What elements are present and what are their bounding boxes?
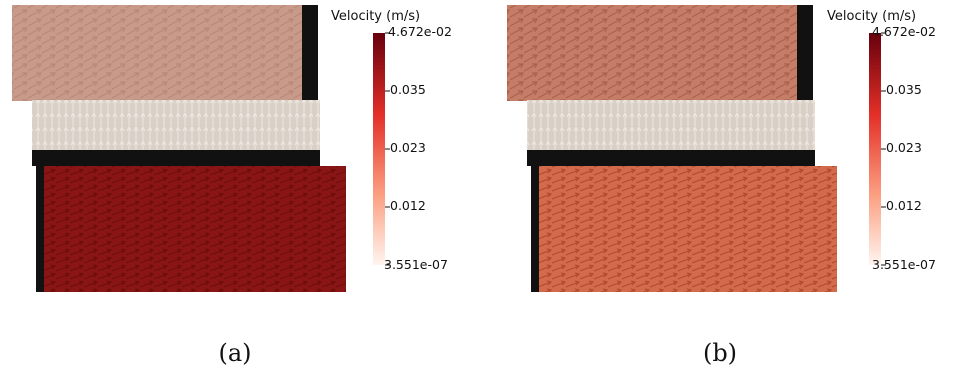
colorbar-ticks	[881, 32, 886, 266]
subfigure-label-b: (b)	[702, 339, 738, 367]
colorbar-tick-min: 3.551e-07	[872, 257, 936, 272]
subfigure-label-a: (a)	[218, 339, 252, 367]
lower-arrow-pattern	[531, 166, 837, 292]
colorbar-tick: 0.023	[390, 140, 426, 155]
panel-a: Velocity (m/s) 4.672e-02 0.035 0.023 0.0…	[12, 5, 452, 367]
upper-arrow-pattern	[507, 5, 813, 101]
colorbar-tick: 0.012	[390, 198, 426, 213]
lower-flow-region	[36, 166, 346, 292]
colorbar	[373, 33, 385, 265]
colorbar-title: Velocity (m/s)	[827, 9, 917, 24]
colorbar-tick: 0.023	[886, 140, 922, 155]
lower-flow-region	[531, 166, 837, 292]
middle-shear-band	[32, 100, 320, 166]
middle-dark-strip	[527, 150, 815, 166]
colorbar-tick: 0.035	[886, 82, 922, 97]
colorbar-ticks	[385, 32, 390, 266]
colorbar-tick-max: 4.672e-02	[388, 24, 452, 39]
middle-shear-band	[527, 100, 815, 166]
lower-dark-edge	[531, 166, 539, 292]
colorbar-tick-min: 3.551e-07	[384, 257, 448, 272]
upper-arrow-pattern	[12, 5, 318, 101]
vector-field-plot-a	[12, 5, 390, 292]
lower-dark-edge	[36, 166, 44, 292]
upper-dark-edge	[302, 5, 318, 101]
panel-b: Velocity (m/s) 4.672e-02 0.035 0.023 0.0…	[496, 0, 962, 378]
upper-flow-region	[507, 5, 813, 101]
colorbar-tick-max: 4.672e-02	[872, 24, 936, 39]
colorbar	[869, 33, 881, 265]
upper-dark-edge	[797, 5, 813, 101]
upper-flow-region	[12, 5, 318, 101]
middle-dark-strip	[32, 150, 320, 166]
colorbar-title: Velocity (m/s)	[331, 9, 421, 24]
colorbar-tick: 0.035	[390, 82, 426, 97]
lower-arrow-pattern	[36, 166, 346, 292]
vector-field-plot-b	[507, 5, 886, 292]
colorbar-tick: 0.012	[886, 198, 922, 213]
